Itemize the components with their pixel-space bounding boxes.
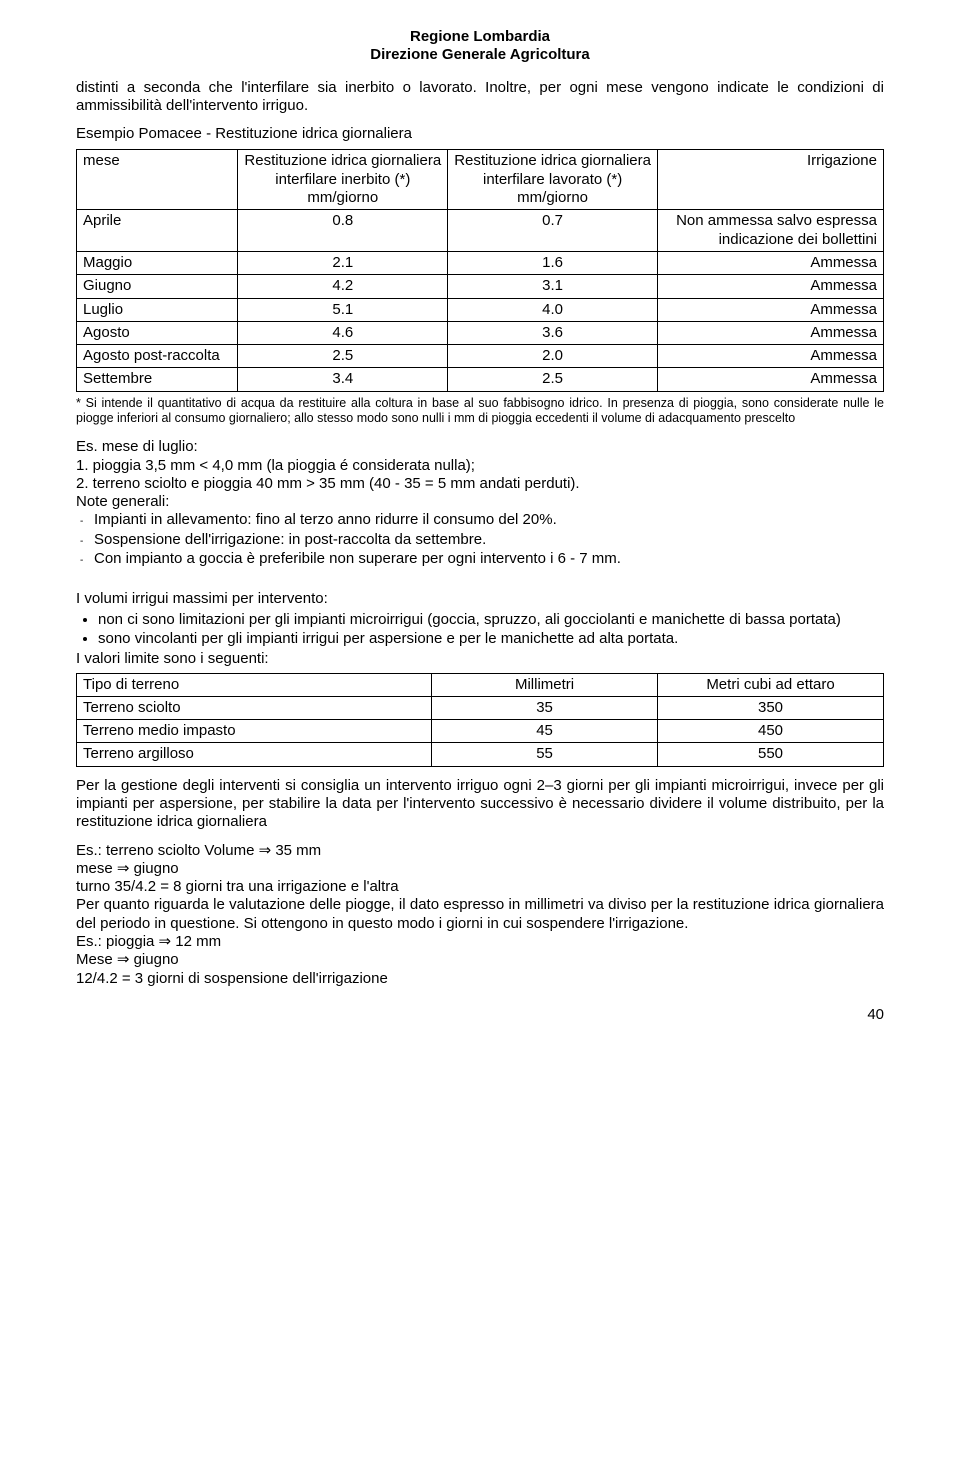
cell-tipo: Terreno sciolto: [77, 696, 432, 719]
cell-v2: 3.1: [448, 275, 658, 298]
cell-irr: Ammessa: [658, 368, 884, 391]
cell-mm: 55: [432, 743, 658, 766]
page-header: Regione Lombardia Direzione Generale Agr…: [76, 28, 884, 65]
cell-v2: 0.7: [448, 210, 658, 252]
table-row: Giugno 4.2 3.1 Ammessa: [77, 275, 884, 298]
management-l2: mese ⇒ giugno: [76, 860, 884, 878]
list-item: non ci sono limitazioni per gli impianti…: [98, 611, 884, 629]
cell-irr: Ammessa: [658, 321, 884, 344]
cell-mm: 45: [432, 720, 658, 743]
table-row: Terreno argilloso 55 550: [77, 743, 884, 766]
table-header-row: mese Restituzione idrica giornaliera int…: [77, 150, 884, 210]
cell-v1: 2.5: [238, 345, 448, 368]
cell-mese: Giugno: [77, 275, 238, 298]
cell-v1: 4.6: [238, 321, 448, 344]
table1-caption: Esempio Pomacee - Restituzione idrica gi…: [76, 125, 884, 143]
cell-v1: 3.4: [238, 368, 448, 391]
table-header-row: Tipo di terreno Millimetri Metri cubi ad…: [77, 673, 884, 696]
table-row: Settembre 3.4 2.5 Ammessa: [77, 368, 884, 391]
cell-mese: Agosto: [77, 321, 238, 344]
cell-mc: 450: [658, 720, 884, 743]
cell-irr: Ammessa: [658, 275, 884, 298]
cell-v1: 5.1: [238, 298, 448, 321]
cell-mc: 550: [658, 743, 884, 766]
col-lavorato: Restituzione idrica giornaliera interfil…: [448, 150, 658, 210]
col-mese: mese: [77, 150, 238, 210]
table-row: Luglio 5.1 4.0 Ammessa: [77, 298, 884, 321]
cell-v1: 0.8: [238, 210, 448, 252]
list-item: Impianti in allevamento: fino al terzo a…: [94, 511, 884, 529]
cell-irr: Non ammessa salvo espressa indicazione d…: [658, 210, 884, 252]
table-row: Terreno sciolto 35 350: [77, 696, 884, 719]
volumes-section: I volumi irrigui massimi per intervento:…: [76, 590, 884, 668]
table-row: Agosto 4.6 3.6 Ammessa: [77, 321, 884, 344]
cell-mc: 350: [658, 696, 884, 719]
volumes-title: I volumi irrigui massimi per intervento:: [76, 590, 884, 608]
management-l6: 12/4.2 = 3 giorni di sospensione dell'ir…: [76, 970, 884, 988]
col-irrigazione: Irrigazione: [658, 150, 884, 210]
header-line-1: Regione Lombardia: [76, 28, 884, 46]
example-line-2: 2. terreno sciolto e pioggia 40 mm > 35 …: [76, 475, 884, 493]
cell-mese: Agosto post-raccolta: [77, 345, 238, 368]
col-inerbito: Restituzione idrica giornaliera interfil…: [238, 150, 448, 210]
list-item: sono vincolanti per gli impianti irrigui…: [98, 630, 884, 648]
cell-v1: 2.1: [238, 251, 448, 274]
management-l3: turno 35/4.2 = 8 giorni tra una irrigazi…: [76, 878, 884, 896]
table-row: Terreno medio impasto 45 450: [77, 720, 884, 743]
management-l1: Es.: terreno sciolto Volume ⇒ 35 mm: [76, 842, 884, 860]
management-l5: Mese ⇒ giugno: [76, 951, 884, 969]
restitution-table: mese Restituzione idrica giornaliera int…: [76, 149, 884, 391]
cell-mese: Luglio: [77, 298, 238, 321]
table-row: Maggio 2.1 1.6 Ammessa: [77, 251, 884, 274]
management-l4: Es.: pioggia ⇒ 12 mm: [76, 933, 884, 951]
example-title: Es. mese di luglio:: [76, 438, 884, 456]
limits-table: Tipo di terreno Millimetri Metri cubi ad…: [76, 673, 884, 767]
col-tipo: Tipo di terreno: [77, 673, 432, 696]
cell-mese: Maggio: [77, 251, 238, 274]
example-section: Es. mese di luglio: 1. pioggia 3,5 mm < …: [76, 438, 884, 568]
cell-mese: Settembre: [77, 368, 238, 391]
notes-list: Impianti in allevamento: fino al terzo a…: [76, 511, 884, 568]
cell-irr: Ammessa: [658, 345, 884, 368]
cell-mese: Aprile: [77, 210, 238, 252]
cell-v2: 2.5: [448, 368, 658, 391]
table-row: Aprile 0.8 0.7 Non ammessa salvo espress…: [77, 210, 884, 252]
page-number: 40: [76, 1006, 884, 1024]
cell-v2: 2.0: [448, 345, 658, 368]
cell-irr: Ammessa: [658, 251, 884, 274]
management-p2: Per quanto riguarda le valutazione delle…: [76, 896, 884, 933]
cell-mm: 35: [432, 696, 658, 719]
list-item: Con impianto a goccia è preferibile non …: [94, 550, 884, 568]
volumes-list: non ci sono limitazioni per gli impianti…: [76, 611, 884, 649]
management-p1: Per la gestione degli interventi si cons…: [76, 777, 884, 832]
cell-irr: Ammessa: [658, 298, 884, 321]
table-row: Agosto post-raccolta 2.5 2.0 Ammessa: [77, 345, 884, 368]
table1-footnote: * Si intende il quantitativo di acqua da…: [76, 396, 884, 427]
list-item: Sospensione dell'irrigazione: in post-ra…: [94, 531, 884, 549]
col-mm: Millimetri: [432, 673, 658, 696]
limits-intro: I valori limite sono i seguenti:: [76, 650, 884, 668]
example-line-1: 1. pioggia 3,5 mm < 4,0 mm (la pioggia é…: [76, 457, 884, 475]
cell-v2: 1.6: [448, 251, 658, 274]
cell-v1: 4.2: [238, 275, 448, 298]
header-line-2: Direzione Generale Agricoltura: [76, 46, 884, 64]
cell-v2: 4.0: [448, 298, 658, 321]
intro-paragraph: distinti a seconda che l'interfilare sia…: [76, 79, 884, 116]
cell-v2: 3.6: [448, 321, 658, 344]
col-mc: Metri cubi ad ettaro: [658, 673, 884, 696]
cell-tipo: Terreno argilloso: [77, 743, 432, 766]
notes-title: Note generali:: [76, 493, 884, 511]
cell-tipo: Terreno medio impasto: [77, 720, 432, 743]
